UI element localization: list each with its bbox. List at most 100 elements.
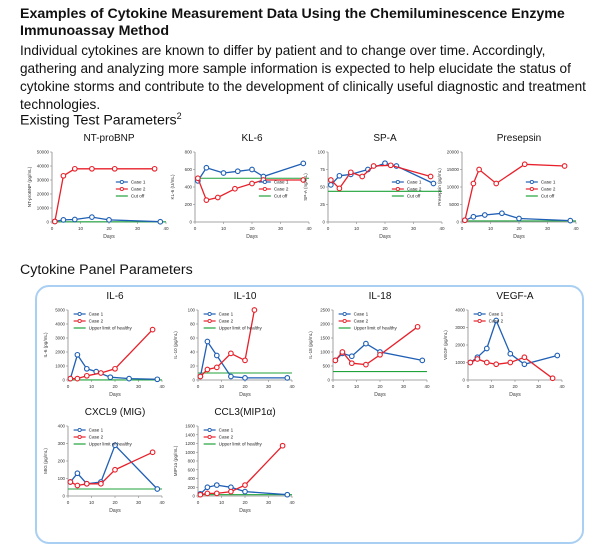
data-point [461,217,468,224]
y-tick-label: 600 [188,467,196,472]
legend-swatch-marker [262,179,267,185]
chart-sp-a: SP-A 0 10 20 30 40 0 25 50 75 100 Days SP-A (ng/mL) C… [303,133,445,240]
x-tick-label: 10 [221,226,227,231]
data-point [521,361,528,368]
x-tick-label: 30 [401,384,407,389]
footnote-marker: 2 [176,111,182,121]
y-tick-label: 5000 [449,202,459,207]
y-tick-label: 400 [58,424,66,429]
data-point [228,373,234,380]
legend-label: Case 1 [219,428,234,433]
data-point [242,488,248,495]
y-tick-label: 1500 [320,336,330,341]
x-tick-label: 20 [106,226,112,231]
data-point [493,317,500,324]
y-tick-label: 200 [188,485,196,490]
section-heading-existing: Existing Test Parameters2 [20,111,182,129]
data-point [567,217,574,224]
data-point [359,173,366,180]
x-tick-label: 0 [197,500,200,505]
x-axis-title: Days [109,508,121,514]
y-tick-label: 200 [58,459,66,464]
x-tick-label: 20 [242,384,248,389]
y-tick-label: 600 [185,167,193,172]
legend-swatch-marker [77,311,82,317]
x-tick-label: 10 [489,384,495,389]
y-tick-label: 10000 [447,185,460,190]
legend-label: Cut off [274,194,288,199]
data-point [157,218,164,225]
y-axis-title: MIG (pg/mL) [43,448,48,474]
x-tick-label: 40 [439,226,445,231]
chart-title: Presepsin [497,133,541,144]
chart-title: CCL3(MIP1α) [214,407,275,418]
chart-nt-probnp: NT-proBNP 0 10 20 30 40 0 10000 20000 30000 40000 5… [27,133,169,240]
x-tick-label: 40 [289,384,295,389]
data-point [197,373,204,380]
data-point [112,365,118,372]
series-line [470,318,558,366]
data-point [203,197,210,203]
legend-swatch-marker [529,186,534,192]
data-point [74,375,81,382]
legend-label: Upper limit of healthy [89,326,133,331]
data-point [214,194,221,201]
data-point [194,175,201,182]
data-point [481,212,488,218]
data-point [98,370,104,376]
data-point [561,163,568,169]
y-tick-label: 100 [58,476,66,481]
data-point [67,375,74,382]
y-tick-label: 0 [323,220,326,225]
data-point [370,163,377,169]
data-point [89,165,95,172]
legend-swatch-marker [262,186,267,192]
data-point [339,349,346,355]
chart-title: IL-10 [234,291,257,302]
data-point [242,482,248,488]
x-tick-label: 30 [136,384,142,389]
x-tick-label: 40 [159,384,165,389]
data-point [149,449,156,456]
y-tick-label: 300 [58,441,66,446]
y-tick-label: 400 [188,476,196,481]
data-point [89,214,95,220]
y-tick-label: 40000 [37,164,50,169]
x-tick-label: 0 [332,384,335,389]
x-tick-label: 20 [242,500,248,505]
y-tick-label: 50 [320,185,325,190]
legend-label: Case 1 [131,180,146,185]
legend-swatch-marker [529,179,534,185]
chart-il-6: IL-6 0 10 20 30 40 0 1000 2000 3000 4000 5000 Days IL… [43,291,165,398]
chart-il-18: IL-18 0 10 20 30 40 0 500 1000 1500 2000 2500 Days IL… [308,291,430,398]
legend-swatch-marker [342,311,347,317]
x-tick-label: 0 [67,500,70,505]
chart-title: KL-6 [241,133,263,144]
legend-label: Case 2 [89,435,104,440]
x-axis-title: Days [239,392,251,398]
data-point [476,166,482,173]
data-point [71,216,78,223]
section-heading-panel: Cytokine Panel Parameters [20,262,193,278]
y-tick-label: 1400 [185,432,195,437]
data-point [149,326,156,333]
x-axis-title: Days [379,234,391,240]
x-tick-label: 20 [382,226,388,231]
data-point [60,172,67,179]
y-axis-title: VEGF (pg/mL) [443,330,448,360]
y-axis-title: MIP1α (pg/mL) [173,445,178,476]
legend-label: Case 1 [489,312,504,317]
data-point [300,177,307,183]
series-line [70,451,153,487]
legend-label: Upper limit of healthy [219,326,263,331]
x-tick-label: 10 [488,226,494,231]
data-point [112,466,118,473]
series-line [54,168,155,222]
legend-label: Cut off [131,194,145,199]
x-tick-label: 40 [424,384,430,389]
data-point [204,338,211,345]
data-point [327,177,334,183]
x-tick-label: 10 [354,384,360,389]
legend-label: Case 2 [131,187,146,192]
